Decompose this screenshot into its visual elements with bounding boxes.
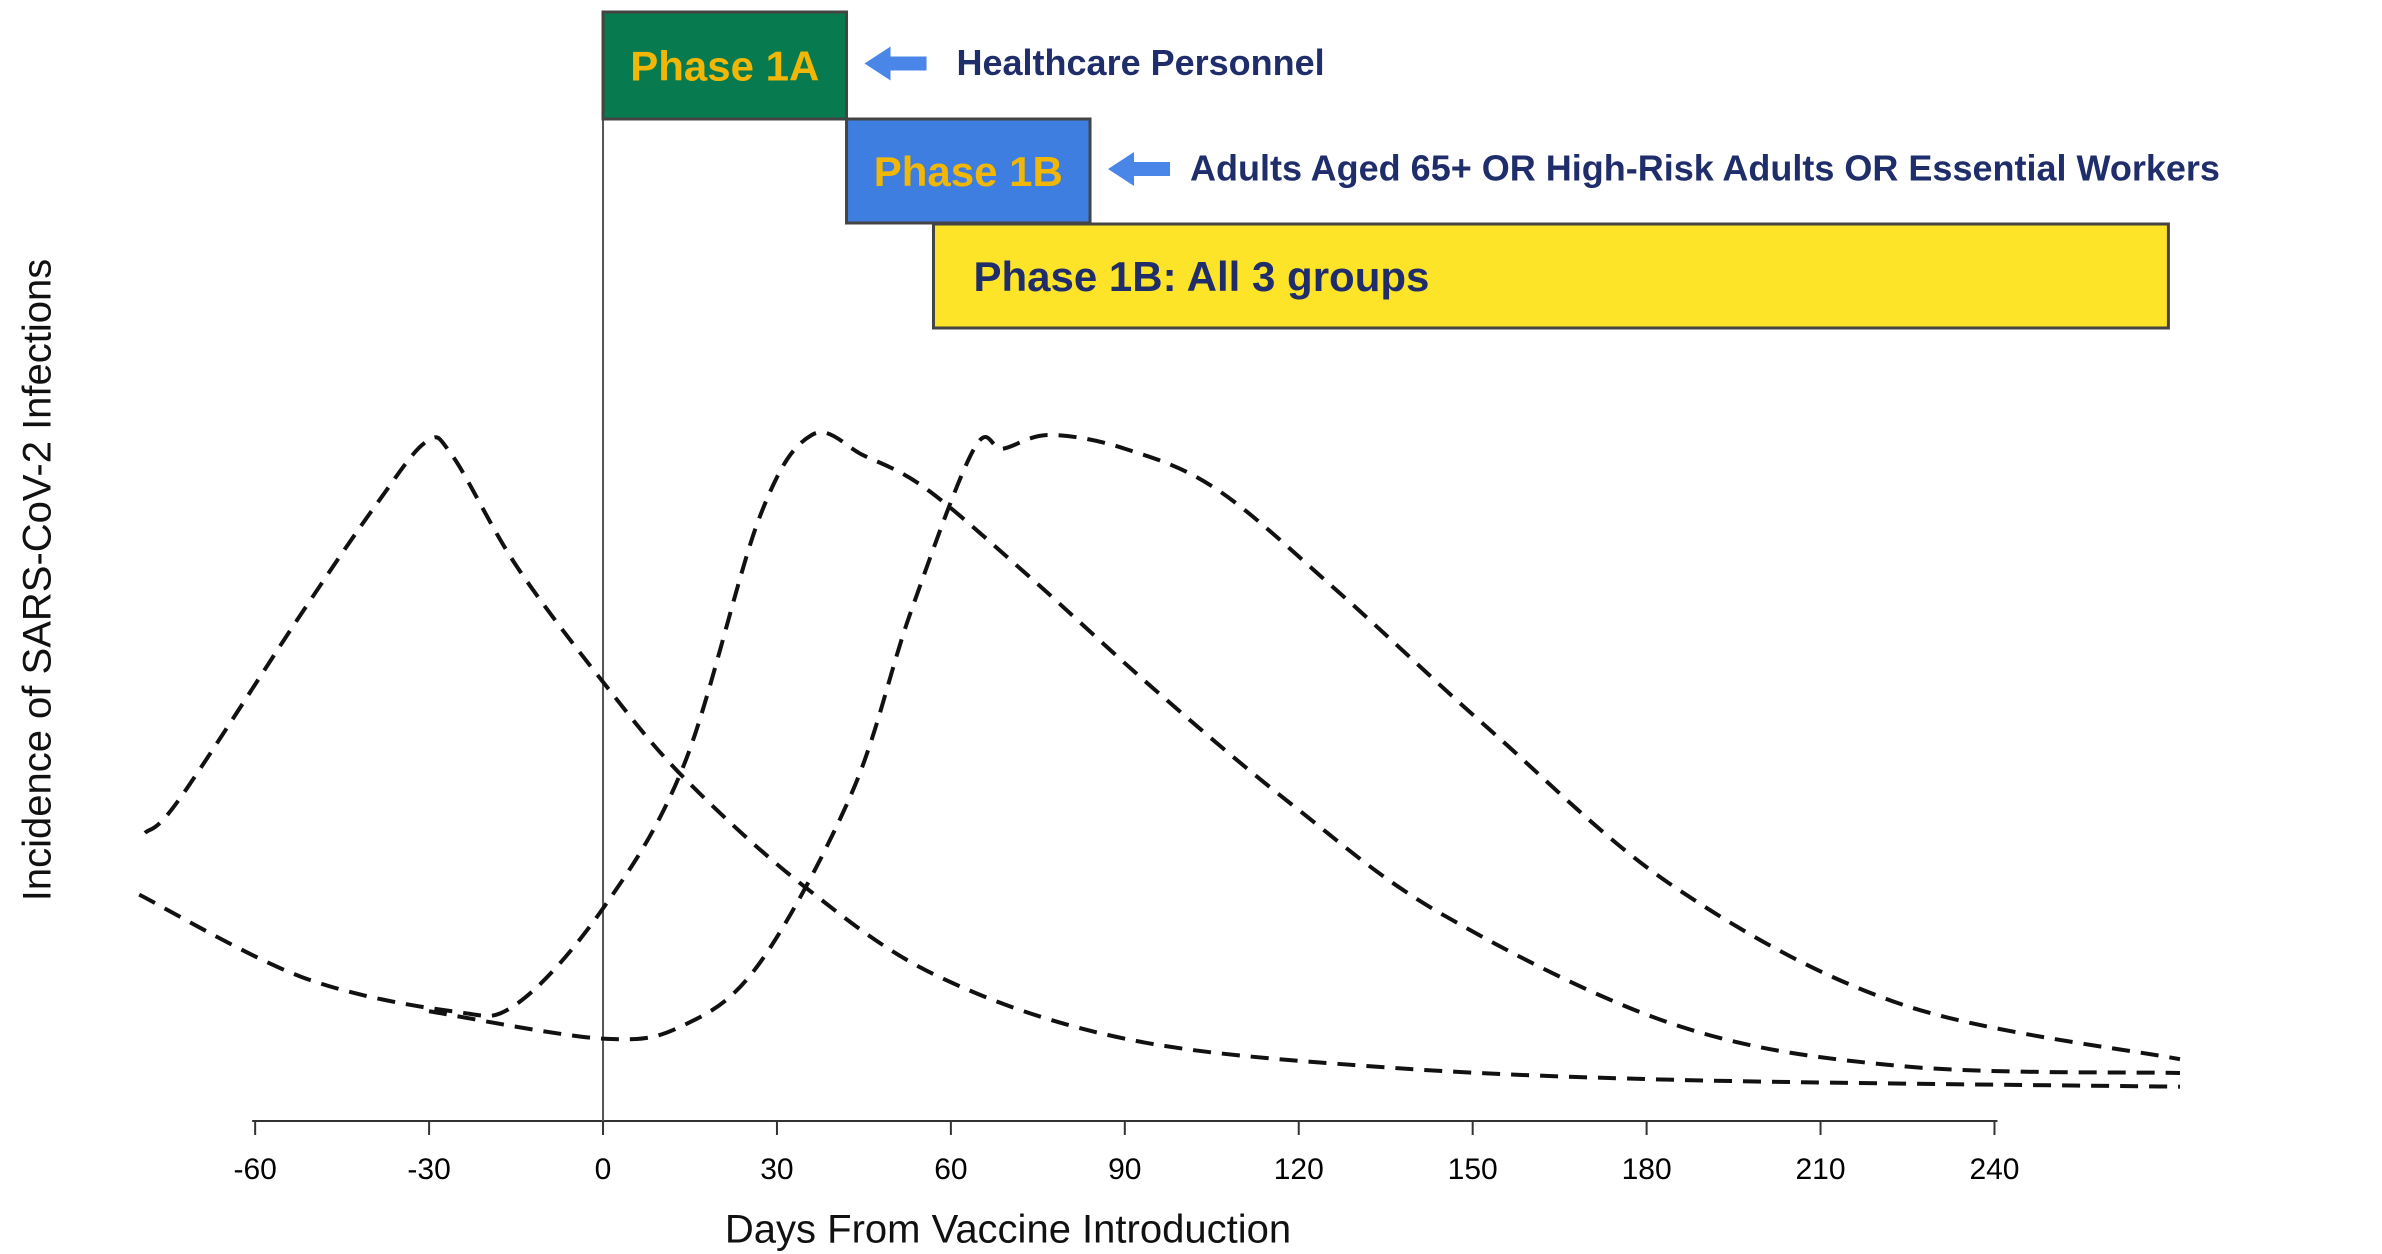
x-tick-label: 30 [760, 1153, 793, 1186]
y-axis-title: Incidence of SARS-CoV-2 Infections [16, 259, 60, 902]
phase-label: Phase 1B [874, 148, 1063, 195]
phase-box [601, 10, 849, 121]
x-tick-label: 120 [1274, 1153, 1324, 1186]
x-axis-title: Days From Vaccine Introduction [725, 1208, 1291, 1252]
callout-text: Adults Aged 65+ OR High-Risk Adults OR E… [1190, 148, 2220, 189]
x-tick-label: 90 [1108, 1153, 1141, 1186]
incidence-curve [143, 435, 2181, 1089]
x-tick-label: 180 [1622, 1153, 1672, 1186]
x-tick-label: 210 [1796, 1153, 1846, 1186]
callout-text: Healthcare Personnel [957, 42, 1325, 83]
x-tick-label: 150 [1448, 1153, 1498, 1186]
phase-label: Phase 1B: All 3 groups [973, 253, 1429, 300]
callout-arrow [1108, 152, 1171, 186]
x-tick-label: 0 [595, 1153, 612, 1186]
phase-label: Phase 1A [630, 43, 819, 90]
x-tick-label: 240 [1969, 1153, 2019, 1186]
phase-box [931, 222, 2170, 330]
callout-arrow [864, 46, 927, 81]
x-tick-label: -30 [407, 1153, 450, 1186]
incidence-curve [428, 432, 2181, 1062]
x-tick-label: 60 [934, 1153, 967, 1186]
incidence-curve [138, 430, 2181, 1075]
x-tick-label: -60 [233, 1153, 276, 1186]
